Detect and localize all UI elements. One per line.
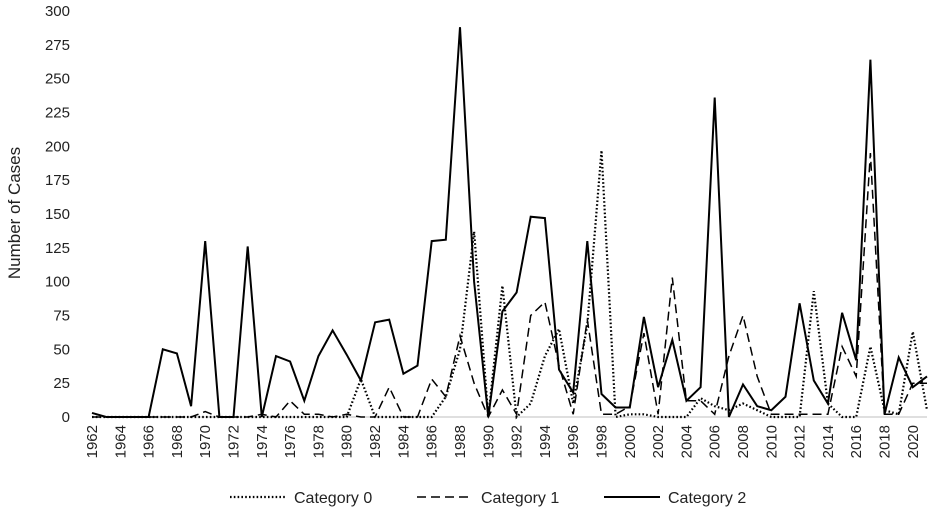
y-tick-label: 50: [53, 341, 70, 358]
legend-label: Category 2: [668, 490, 746, 507]
x-tick-label: 1980: [339, 425, 356, 458]
y-tick-label: 225: [45, 105, 70, 122]
y-tick-label: 100: [45, 274, 70, 291]
x-tick-label: 2020: [905, 425, 922, 458]
x-tick-label: 1982: [367, 425, 384, 458]
x-tick-label: 1962: [84, 425, 101, 458]
y-tick-label: 25: [53, 375, 70, 392]
x-tick-label: 1986: [424, 425, 441, 458]
x-tick-label: 1992: [509, 425, 526, 458]
x-tick-label: 1984: [395, 425, 412, 458]
x-tick-label: 1996: [565, 425, 582, 458]
x-tick-label: 1968: [169, 425, 186, 458]
legend-label: Category 1: [481, 490, 559, 507]
series-lines: [91, 27, 929, 420]
y-tick-label: 150: [45, 206, 70, 223]
x-tick-label: 1974: [254, 425, 271, 458]
x-tick-label: 2012: [792, 425, 809, 458]
series-line-category-0: [92, 150, 929, 420]
y-tick-label: 0: [62, 409, 70, 426]
x-tick-label: 2000: [622, 425, 639, 458]
y-tick-label: 75: [53, 308, 70, 325]
x-tick-label: 1964: [112, 425, 129, 458]
x-tick-label: 1990: [480, 425, 497, 458]
x-tick-label: 1998: [593, 425, 610, 458]
x-tick-label: 1966: [141, 425, 158, 458]
x-tick-label: 2010: [763, 425, 780, 458]
y-tick-label: 250: [45, 71, 70, 88]
x-tick-label: 1978: [310, 425, 327, 458]
x-tick-label: 2006: [707, 425, 724, 458]
y-ticks: 0 25 50 75 100 125 150 175 200 225 250 275 300: [45, 3, 70, 426]
x-tick-label: 1972: [226, 425, 243, 458]
y-axis-label: Number of Cases: [5, 147, 24, 279]
y-tick-label: 175: [45, 172, 70, 189]
x-tick-label: 2008: [735, 425, 752, 458]
x-tick-label: 2018: [877, 425, 894, 458]
x-tick-label: 2014: [820, 425, 837, 458]
y-tick-label: 300: [45, 3, 70, 20]
x-tick-label: 2002: [650, 425, 667, 458]
legend-label: Category 0: [294, 490, 372, 507]
series-line-category-1: [92, 153, 927, 419]
x-tick-label: 2004: [678, 425, 695, 458]
legend: Category 0 Category 1 Category 2: [230, 490, 746, 507]
y-tick-label: 200: [45, 138, 70, 155]
y-tick-label: 125: [45, 240, 70, 257]
x-tick-label: 1976: [282, 425, 299, 458]
series-line-category-2: [91, 27, 928, 418]
x-tick-label: 1970: [197, 425, 214, 458]
x-tick-label: 1994: [537, 425, 554, 458]
x-tick-label: 1988: [452, 425, 469, 458]
x-ticks: 1962 1964 1966 1968 1970 1972 1974 1976 1978 1980…: [84, 425, 922, 458]
y-tick-label: 275: [45, 37, 70, 54]
x-tick-label: 2016: [848, 425, 865, 458]
